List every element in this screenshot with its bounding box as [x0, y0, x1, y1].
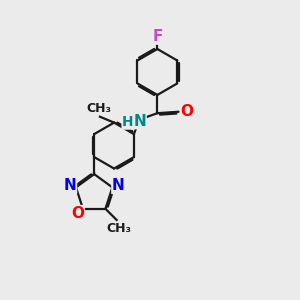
- Text: O: O: [180, 104, 193, 119]
- Text: O: O: [71, 206, 84, 221]
- Text: F: F: [152, 29, 163, 44]
- Text: N: N: [133, 114, 146, 129]
- Text: H: H: [122, 115, 134, 129]
- Text: N: N: [64, 178, 76, 194]
- Text: CH₃: CH₃: [106, 222, 131, 235]
- Text: CH₃: CH₃: [86, 102, 111, 115]
- Text: N: N: [112, 178, 125, 194]
